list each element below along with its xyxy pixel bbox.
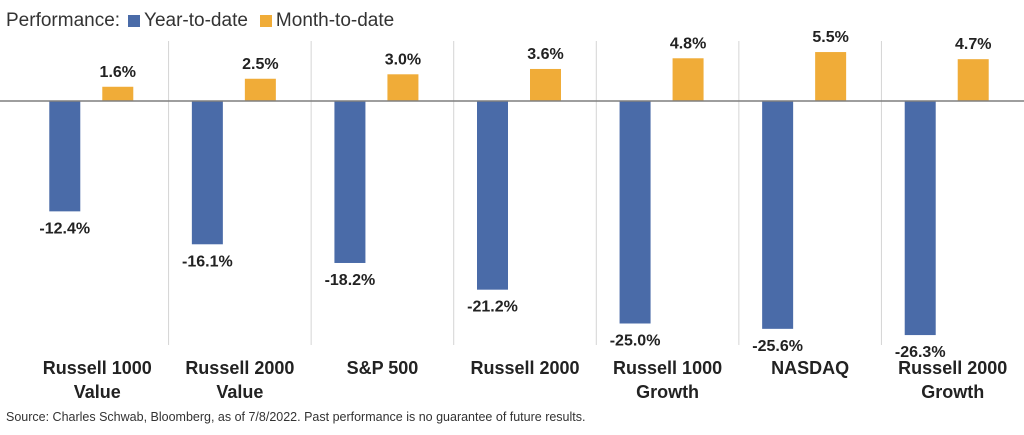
value-label-mtd: 3.0% xyxy=(385,51,421,68)
legend-item-mtd: Month-to-date xyxy=(259,10,395,32)
value-label-mtd: 2.5% xyxy=(242,56,278,73)
bar-mtd xyxy=(102,86,134,101)
bar-ytd xyxy=(49,101,81,212)
category-label: Value xyxy=(216,382,263,402)
value-label-mtd: 4.7% xyxy=(955,36,991,53)
bar-mtd xyxy=(957,59,989,101)
category-label: Russell 2000 xyxy=(898,358,1007,378)
bar-ytd xyxy=(334,101,366,263)
legend-label-mtd: Month-to-date xyxy=(275,10,395,31)
bar-mtd xyxy=(815,52,847,101)
bar-ytd xyxy=(191,101,223,245)
legend-title: Performance: xyxy=(6,10,121,31)
category-label: Growth xyxy=(636,382,699,402)
chart-legend: Performance: Year-to-date Month-to-date xyxy=(6,8,406,34)
category-label: Russell 2000 xyxy=(470,358,579,378)
category-label: Value xyxy=(74,382,121,402)
bar-ytd xyxy=(904,101,936,336)
value-label-ytd: -25.0% xyxy=(610,333,661,350)
value-label-ytd: -18.2% xyxy=(325,272,376,289)
category-label: S&P 500 xyxy=(347,358,419,378)
source-footnote: Source: Charles Schwab, Bloomberg, as of… xyxy=(6,410,586,424)
category-label: Russell 1000 xyxy=(613,358,722,378)
category-label: NASDAQ xyxy=(771,358,849,378)
value-label-ytd: -26.3% xyxy=(895,344,946,361)
legend-label-ytd: Year-to-date xyxy=(144,10,248,31)
value-label-ytd: -12.4% xyxy=(39,220,90,237)
value-label-ytd: -21.2% xyxy=(467,299,518,316)
performance-bar-chart: -12.4% 1.6% Russell 1000 Value -16.1% 2.5% Rus… xyxy=(0,29,1024,402)
value-label-ytd: -25.6% xyxy=(752,338,803,355)
category-label: Growth xyxy=(921,382,984,402)
bar-mtd xyxy=(672,58,704,101)
legend-swatch-ytd xyxy=(128,15,141,27)
bar-mtd xyxy=(530,68,561,101)
legend-item-ytd: Year-to-date xyxy=(128,10,248,32)
bar-ytd xyxy=(477,101,508,290)
category-label: Russell 1000 xyxy=(43,358,152,378)
bar-mtd xyxy=(244,78,276,101)
category-label: Russell 2000 xyxy=(185,358,294,378)
value-label-mtd: 3.6% xyxy=(527,46,563,63)
bar-ytd xyxy=(619,101,651,324)
value-label-mtd: 4.8% xyxy=(670,35,706,52)
value-label-ytd: -16.1% xyxy=(182,253,233,270)
legend-swatch-mtd xyxy=(259,15,272,27)
value-label-mtd: 5.5% xyxy=(812,29,848,46)
value-label-mtd: 1.6% xyxy=(100,64,136,81)
bar-ytd xyxy=(762,101,794,329)
bar-mtd xyxy=(387,74,419,101)
